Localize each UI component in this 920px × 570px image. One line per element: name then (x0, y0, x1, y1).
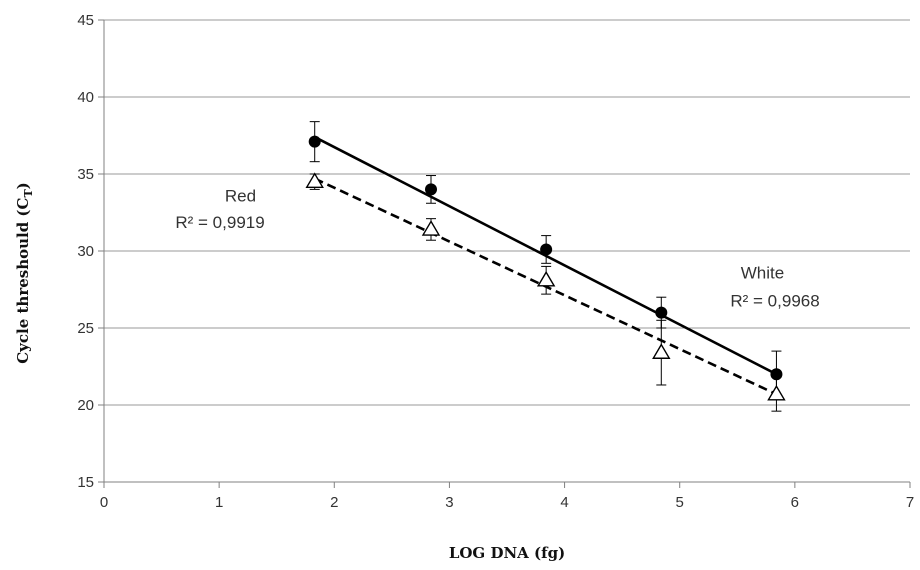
point-white (655, 306, 668, 319)
x-tick-label: 7 (906, 494, 914, 511)
error-bars (309, 121, 782, 412)
x-tick-label: 1 (215, 494, 223, 511)
point-white (770, 368, 783, 381)
point-red (767, 384, 786, 401)
annotations: Red R² = 0,9919 White R² = 0,9968 (175, 187, 819, 311)
y-tick-labels: 15 20 25 30 35 40 45 (77, 12, 94, 491)
y-tick-label: 20 (77, 397, 94, 414)
point-red (536, 270, 556, 287)
y-tick-label: 35 (77, 166, 94, 183)
point-white (425, 183, 438, 196)
y-tick-label: 25 (77, 320, 94, 337)
y-tick-label: 40 (77, 89, 94, 106)
y-axis-title: Cycle threshould (CT) (14, 182, 35, 364)
gridlines (104, 19, 910, 406)
fit-line-white (314, 135, 778, 376)
y-tick-label: 15 (77, 474, 94, 491)
point-white (308, 135, 321, 148)
fit-lines (314, 135, 778, 396)
x-tick-label: 2 (330, 494, 338, 511)
point-white (540, 243, 553, 256)
x-tick-label: 5 (676, 494, 684, 511)
annotation-label: R² = 0,9919 (175, 213, 264, 232)
y-tick-label: 45 (77, 12, 94, 29)
y-tick-label: 30 (77, 243, 94, 260)
point-red (421, 220, 441, 236)
annotation-label: Red (225, 187, 256, 206)
x-tick-label: 6 (791, 494, 799, 511)
x-tick-label: 0 (100, 494, 108, 511)
annotation-label: R² = 0,9968 (730, 291, 819, 310)
axes (98, 19, 911, 488)
data-points (305, 135, 786, 401)
x-axis-title: LOG DNA (fg) (449, 544, 565, 562)
x-tick-labels: 0 1 2 3 4 5 6 7 (100, 494, 914, 511)
x-tick-label: 3 (445, 494, 453, 511)
point-red (305, 172, 324, 189)
x-tick-label: 4 (560, 494, 568, 511)
point-red (652, 343, 671, 359)
annotation-label: White (741, 264, 784, 283)
